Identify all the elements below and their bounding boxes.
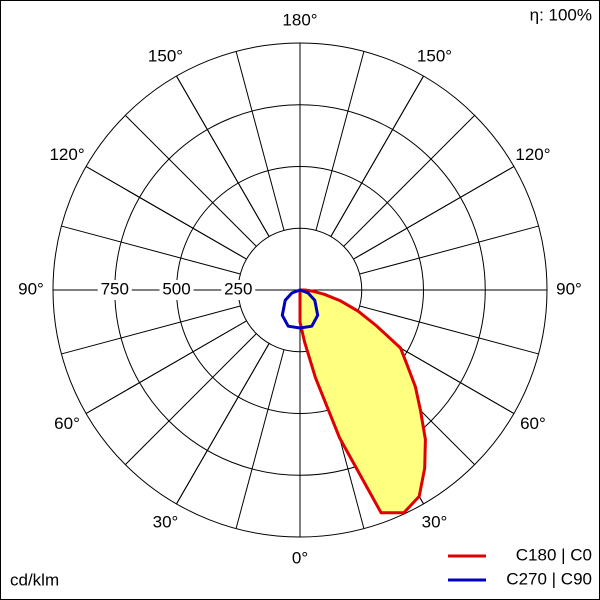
series-curve	[298, 288, 427, 515]
r-tick-label: 500	[162, 279, 190, 298]
r-tick-label: 750	[101, 279, 129, 298]
angle-grid-line	[85, 166, 247, 260]
legend-label: C270 | C90	[506, 569, 592, 588]
label-bg	[97, 280, 132, 300]
spoke	[359, 305, 539, 355]
angle-label: 90°	[556, 279, 582, 298]
plot	[280, 288, 427, 515]
angle-label: 90°	[18, 279, 44, 298]
outer-circle	[52, 42, 548, 538]
angle-grid-line	[353, 166, 515, 260]
angle-label: 180°	[282, 10, 317, 29]
angle-grid-line	[330, 75, 424, 237]
spoke	[343, 114, 476, 247]
series-curve	[280, 288, 320, 330]
angle-label: 0°	[292, 548, 308, 567]
angle-label: 60°	[520, 414, 546, 433]
angle-label: 150°	[148, 47, 183, 66]
angle-label: 120°	[515, 145, 550, 164]
angle-grid-line	[85, 320, 247, 414]
label-bg	[221, 280, 256, 300]
angle-label: 30°	[422, 512, 448, 531]
spoke	[315, 51, 365, 231]
angle-label: 60°	[54, 414, 80, 433]
label-bg	[159, 280, 194, 300]
unit-label: cd/klm	[10, 570, 59, 589]
angle-label: 120°	[49, 145, 84, 164]
angle-grid-line	[176, 343, 270, 505]
angle-grid-line	[176, 75, 270, 237]
efficiency: η: 100%	[530, 5, 592, 24]
spoke	[61, 225, 241, 275]
spoke	[235, 349, 285, 529]
legend-label: C180 | C0	[516, 545, 592, 564]
spoke	[124, 333, 257, 466]
r-tick-label: 250	[224, 279, 252, 298]
spoke	[124, 114, 257, 247]
angle-label: 30°	[153, 512, 179, 531]
angle-label: 150°	[417, 47, 452, 66]
spoke	[61, 305, 241, 355]
spoke	[235, 51, 285, 231]
spoke	[359, 225, 539, 275]
labels: 0° 30° 60° 90° 120° 150° 180° 150° 120° 90° 60° 30°…	[18, 10, 592, 588]
